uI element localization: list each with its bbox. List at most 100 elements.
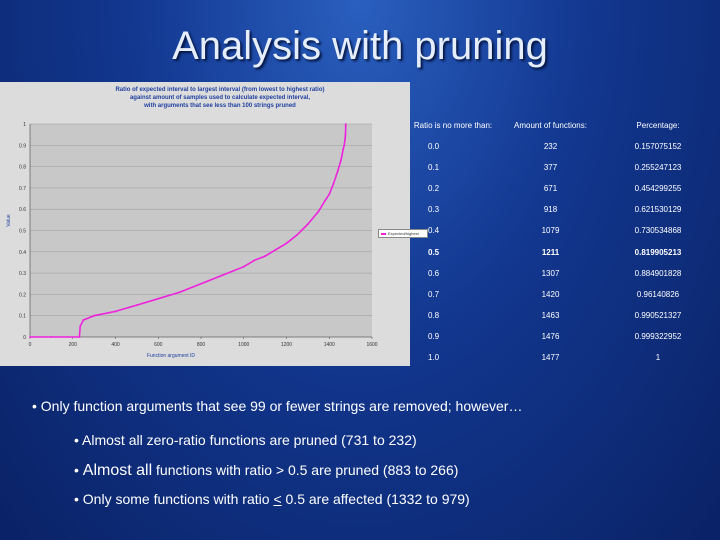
line-chart: 0 0.1 0.2 0.3 0.4 0.5 0.6 0.7 0.8 0.9 1 0 200 400 600 8… [6,122,378,359]
ratio-table: Ratio is no more than: Amount of functio… [408,114,713,368]
table-row: 0.4 1079 0.730534868 [408,220,713,241]
bullet-2: • Almost all zero-ratio functions are pr… [74,432,417,448]
bullet-3: • Almost all functions with ratio > 0.5 … [74,462,458,480]
cell-percentage: 0.999322952 [634,331,682,341]
legend-swatch [381,232,386,235]
table-header-row: Ratio is no more than: Amount of functio… [408,114,713,136]
table-row: 0.0 232 0.157075152 [408,136,713,157]
cell-ratio: 0.0 [428,142,440,152]
cell-amount: 1307 [541,268,560,278]
cell-percentage: 0.621530129 [634,205,682,215]
chart-title: Ratio of expected interval to largest in… [80,86,360,110]
cell-ratio: 0.7 [428,289,440,299]
data-point [343,144,346,147]
cell-amount: 1463 [541,310,560,320]
cell-ratio: 0.8 [428,310,440,320]
bullet-4-operator: < [273,491,282,507]
data-point [274,248,277,251]
table-row: 0.1 377 0.255247123 [408,157,713,178]
header-percentage: Percentage: [636,120,680,130]
data-point [82,319,85,321]
x-tick-label: 1200 [281,342,292,348]
y-tick-label: 0.9 [19,143,26,149]
chart-panel: 0 0.1 0.2 0.3 0.4 0.5 0.6 0.7 0.8 0.9 1 0 200 400 600 8… [0,82,428,366]
chart-title-line-1: Ratio of expected interval to largest in… [115,87,325,93]
chart-legend: Expected/highest [378,229,428,238]
cell-ratio: 0.2 [428,184,440,194]
bullet-1: • Only function arguments that see 99 or… [32,398,523,414]
x-tick-label: 1600 [366,342,377,348]
x-tick-label: 1400 [324,342,335,348]
data-point [344,125,347,128]
data-point [342,148,345,151]
cell-percentage: 0.96140826 [636,289,680,299]
x-tick-label: 800 [197,342,206,348]
data-point [135,304,138,306]
header-ratio: Ratio is no more than: [413,120,493,130]
cell-ratio: 0.4 [428,226,440,236]
cell-amount: 1476 [541,331,560,341]
cell-percentage: 0.157075152 [634,142,682,152]
table-row: 0.7 1420 0.96140826 [408,284,713,305]
y-tick-label: 0.5 [19,229,26,235]
cell-percentage: 0.819905213 [634,247,682,257]
bullet-4-text-a: • Only some functions with ratio [74,491,274,507]
data-point [317,210,320,213]
data-point [178,291,181,294]
y-tick-label: 0.7 [19,186,26,192]
table-row: 1.0 1477 1 [408,347,713,368]
data-point [336,169,339,172]
table-row: 0.9 1476 0.999322952 [408,326,713,347]
cell-percentage: 0.255247123 [634,163,682,173]
y-tick-label: 1 [23,122,26,128]
cell-amount: 1477 [541,352,560,362]
data-point [242,265,245,268]
data-point [344,138,346,140]
bullet-4: • Only some functions with ratio < 0.5 a… [74,491,470,507]
cell-amount: 918 [543,205,558,215]
y-tick-label: 0.6 [19,207,26,213]
cell-percentage: 1 [655,352,661,362]
chart-title-line-2: against amount of samples used to calcul… [129,95,311,101]
data-point [324,199,326,202]
table-row: 0.5 1211 0.819905213 [408,241,713,262]
data-point [93,314,96,317]
data-point [200,282,202,285]
y-tick-label: 0.2 [19,292,26,298]
cell-amount: 377 [543,163,558,173]
y-tick-label: 0.8 [19,165,26,171]
data-point [50,336,53,338]
cell-percentage: 0.730534868 [634,226,682,236]
data-point [264,255,267,257]
cell-percentage: 0.454299255 [634,184,682,194]
data-point [332,182,335,185]
cell-amount: 232 [543,142,558,152]
data-point [29,336,31,338]
y-axis-label: Value [6,214,12,227]
y-tick-label: 0.1 [19,314,26,320]
table-row: 0.8 1463 0.990521327 [408,305,713,326]
table-row: 0.6 1307 0.884901828 [408,263,713,284]
cell-amount: 1420 [541,289,560,299]
cell-amount: 671 [543,184,558,194]
bullet-3-marker: • [74,462,83,478]
data-point [285,242,288,245]
cell-amount: 1079 [541,226,560,236]
table-body: 0.0 232 0.157075152 0.1 377 0.255247123 0.2 671… [408,136,713,368]
data-point [253,259,256,262]
cell-ratio: 0.3 [428,205,440,215]
data-point [78,336,81,338]
data-point [306,223,309,226]
cell-ratio: 0.1 [428,163,440,173]
bullet-3-text: functions with ratio > 0.5 are pruned (8… [152,462,459,478]
x-tick-label: 0 [29,342,32,348]
data-point [344,133,347,136]
legend-label: Expected/highest [388,231,419,236]
data-point [344,123,347,125]
y-tick-label: 0 [23,335,26,341]
cell-ratio: 0.9 [428,331,440,341]
cell-percentage: 0.884901828 [634,268,682,278]
data-point [340,159,342,162]
chart-title-line-3: with arguments that see less than 100 st… [144,103,296,109]
bullet-3-emphasis: Almost all [82,462,153,479]
